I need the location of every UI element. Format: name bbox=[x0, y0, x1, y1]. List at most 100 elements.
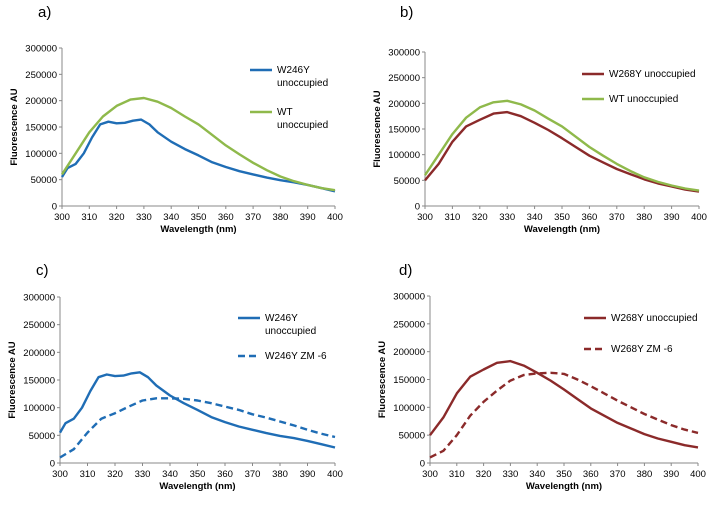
x-tick-label: 350 bbox=[554, 212, 570, 223]
series-line-1 bbox=[424, 110, 700, 193]
legend-label: W268Y ZM -6 bbox=[611, 344, 673, 355]
x-tick-label: 390 bbox=[663, 469, 679, 480]
x-tick-label: 400 bbox=[327, 212, 343, 223]
x-tick-label: 310 bbox=[449, 469, 465, 480]
x-axis-title: Wavelength (nm) bbox=[160, 224, 236, 235]
x-tick-label: 390 bbox=[300, 212, 316, 223]
x-axis-title: Wavelength (nm) bbox=[524, 224, 600, 235]
x-tick-label: 360 bbox=[217, 469, 233, 480]
panel-letter: a) bbox=[38, 4, 51, 21]
panel-letter: c) bbox=[36, 262, 49, 279]
x-tick-label: 320 bbox=[472, 212, 488, 223]
legend-label: W246Y bbox=[277, 65, 310, 76]
x-tick-label: 380 bbox=[272, 212, 288, 223]
legend-label: W268Y unoccupied bbox=[609, 69, 696, 80]
series-line-2 bbox=[60, 96, 336, 192]
panel-letter: d) bbox=[399, 262, 412, 279]
x-tick-label: 350 bbox=[556, 469, 572, 480]
y-tick-label: 150000 bbox=[388, 125, 420, 136]
series-line-1 bbox=[58, 371, 336, 449]
y-tick-label: 250000 bbox=[23, 320, 55, 331]
y-tick-label: 50000 bbox=[394, 176, 420, 187]
x-tick-label: 380 bbox=[636, 469, 652, 480]
x-tick-label: 300 bbox=[417, 212, 433, 223]
x-tick-label: 400 bbox=[327, 469, 343, 480]
y-tick-label: 0 bbox=[52, 202, 57, 213]
x-tick-label: 360 bbox=[581, 212, 597, 223]
y-tick-label: 100000 bbox=[25, 149, 57, 160]
y-axis-title: Fluorescence AU bbox=[377, 341, 388, 418]
y-tick-label: 150000 bbox=[23, 376, 55, 387]
x-tick-label: 370 bbox=[610, 469, 626, 480]
legend-label: W246Y ZM -6 bbox=[265, 351, 327, 362]
x-tick-label: 370 bbox=[245, 212, 261, 223]
y-tick-label: 200000 bbox=[393, 347, 425, 358]
series-line-1 bbox=[60, 118, 336, 193]
x-tick-label: 320 bbox=[107, 469, 123, 480]
x-tick-label: 340 bbox=[527, 212, 543, 223]
legend-label: WT bbox=[277, 107, 293, 118]
panel-letter: b) bbox=[400, 4, 413, 21]
y-tick-label: 250000 bbox=[25, 70, 57, 81]
x-axis-title: Wavelength (nm) bbox=[159, 481, 235, 492]
y-tick-label: 300000 bbox=[23, 293, 55, 304]
chart-panel-3: c) 0 50000 100000 150000 200000 250000 300000 30… bbox=[7, 262, 343, 492]
series-line-2 bbox=[429, 371, 699, 459]
x-tick-label: 310 bbox=[81, 212, 97, 223]
x-axis-title: Wavelength (nm) bbox=[526, 481, 602, 492]
y-tick-label: 200000 bbox=[25, 96, 57, 107]
legend-label: unoccupied bbox=[265, 326, 316, 337]
legend-label: unoccupied bbox=[277, 120, 328, 131]
x-tick-label: 390 bbox=[300, 469, 316, 480]
x-tick-label: 370 bbox=[245, 469, 261, 480]
chart-panel-1: a) 0 50000 100000 150000 200000 250000 300000 30… bbox=[9, 4, 343, 235]
y-tick-label: 150000 bbox=[25, 123, 57, 134]
y-tick-label: 50000 bbox=[399, 431, 425, 442]
series-line-1 bbox=[429, 359, 699, 449]
x-tick-label: 360 bbox=[218, 212, 234, 223]
x-tick-label: 300 bbox=[52, 469, 68, 480]
x-tick-label: 330 bbox=[502, 469, 518, 480]
x-tick-label: 340 bbox=[163, 212, 179, 223]
x-tick-label: 300 bbox=[54, 212, 70, 223]
x-tick-label: 300 bbox=[422, 469, 438, 480]
y-tick-label: 0 bbox=[50, 459, 55, 470]
y-axis-title: Fluorescence AU bbox=[9, 88, 20, 165]
x-tick-label: 310 bbox=[444, 212, 460, 223]
x-tick-label: 350 bbox=[190, 469, 206, 480]
x-tick-label: 350 bbox=[191, 212, 207, 223]
y-tick-label: 250000 bbox=[388, 73, 420, 84]
legend-label: WT unoccupied bbox=[609, 94, 678, 105]
chart-panel-4: d) 0 50000 100000 150000 200000 250000 300000 30… bbox=[377, 262, 706, 492]
y-tick-label: 0 bbox=[420, 459, 425, 470]
y-tick-label: 50000 bbox=[29, 431, 55, 442]
x-tick-label: 380 bbox=[272, 469, 288, 480]
chart-panel-2: b) 0 50000 100000 150000 200000 250000 300000 30… bbox=[372, 4, 707, 235]
y-tick-label: 300000 bbox=[393, 292, 425, 303]
x-tick-label: 340 bbox=[529, 469, 545, 480]
series-line-2 bbox=[424, 99, 700, 192]
x-tick-label: 320 bbox=[476, 469, 492, 480]
y-tick-label: 200000 bbox=[23, 348, 55, 359]
x-tick-label: 400 bbox=[691, 212, 707, 223]
legend-label: W268Y unoccupied bbox=[611, 313, 698, 324]
x-tick-label: 340 bbox=[162, 469, 178, 480]
x-tick-label: 400 bbox=[690, 469, 706, 480]
x-tick-label: 380 bbox=[636, 212, 652, 223]
x-tick-label: 370 bbox=[609, 212, 625, 223]
x-tick-label: 330 bbox=[499, 212, 515, 223]
y-tick-label: 300000 bbox=[25, 44, 57, 55]
legend-label: unoccupied bbox=[277, 78, 328, 89]
x-tick-label: 330 bbox=[136, 212, 152, 223]
y-tick-label: 0 bbox=[415, 202, 420, 213]
y-tick-label: 150000 bbox=[393, 375, 425, 386]
y-tick-label: 100000 bbox=[388, 150, 420, 161]
y-axis-title: Fluorescence AU bbox=[372, 90, 383, 167]
x-tick-label: 390 bbox=[664, 212, 680, 223]
y-tick-label: 200000 bbox=[388, 99, 420, 110]
x-tick-label: 320 bbox=[109, 212, 125, 223]
y-tick-label: 100000 bbox=[393, 403, 425, 414]
y-tick-label: 100000 bbox=[23, 403, 55, 414]
legend-label: W246Y bbox=[265, 313, 298, 324]
